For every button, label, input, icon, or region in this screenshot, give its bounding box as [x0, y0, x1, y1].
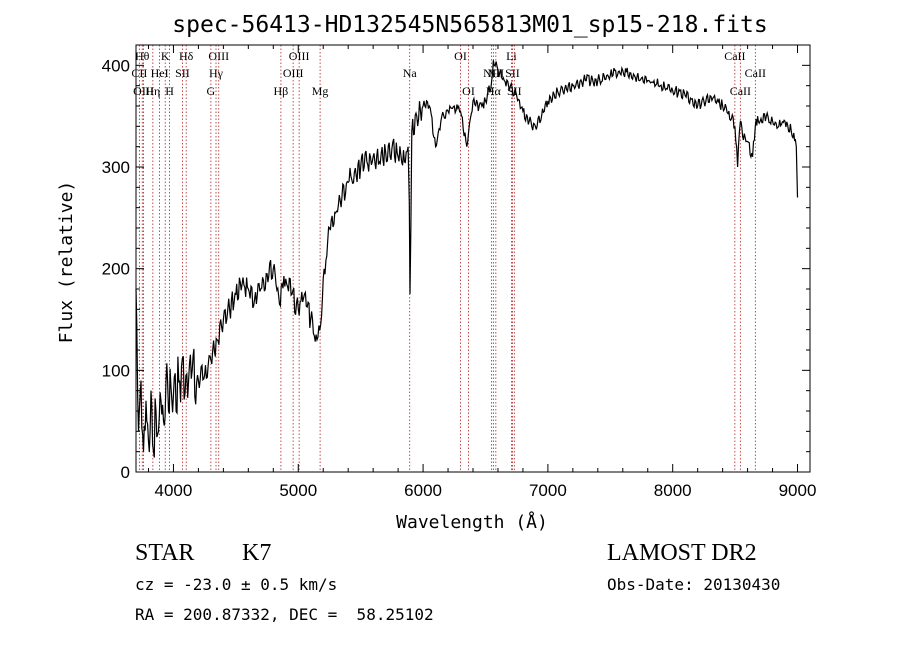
y-axis-label: Flux (relative) — [56, 181, 77, 344]
spectrum-series-line — [135, 60, 799, 458]
x-axis-label: Wavelength (Å) — [396, 511, 548, 533]
y-tick-label: 100 — [102, 361, 130, 380]
spectral-line-label: Hβ — [274, 84, 289, 98]
spectral-line-label: Hθ — [135, 49, 150, 63]
spectral-line-label: Mg — [312, 84, 329, 98]
spectral-line-label: OIII — [283, 66, 304, 80]
spectral-line-label: HeI — [151, 66, 169, 80]
y-tick-label: 300 — [102, 158, 130, 177]
spectral-line-label: OI — [454, 49, 467, 63]
spectral-line-label: OIII — [133, 84, 154, 98]
y-tick-label: 0 — [121, 463, 130, 482]
spectral-line-label: Na — [403, 66, 418, 80]
spectral-line-label: CaII — [724, 49, 745, 63]
y-tick-label: 400 — [102, 56, 130, 75]
spectral-line-label: H — [165, 84, 174, 98]
spectral-line-label: OIII — [289, 49, 310, 63]
x-tick-label: 8000 — [654, 481, 692, 500]
spectral-line-label: CaII — [745, 66, 766, 80]
spectral-line-label: SII — [505, 66, 520, 80]
chart-title: spec-56413-HD132545N565813M01_sp15-218.f… — [172, 12, 767, 38]
spectral-line-label: Li — [506, 49, 517, 63]
x-tick-label: 9000 — [779, 481, 817, 500]
spectral-line-label: SII — [175, 66, 190, 80]
spectral-line-label: CaII — [730, 84, 751, 98]
spectral-line-label: Hη — [145, 84, 160, 98]
spectral-line-label: G — [207, 84, 216, 98]
spectral-line-label: NII — [483, 66, 500, 80]
x-axis-ticks: 4000 5000 6000 7000 8000 9000 — [147, 45, 817, 500]
spectral-line-label: OIII — [208, 49, 229, 63]
spectral-subclass: K7 — [242, 540, 272, 566]
x-tick-label: 4000 — [155, 481, 193, 500]
y-tick-label: 200 — [102, 260, 130, 279]
spectral-line-label: CII — [131, 66, 147, 80]
spectral-line-labels: CIIHθOIIIHηHeIKHSIIHδGHγOIIIHβOIIIOIIIMg… — [131, 49, 766, 98]
plot-frame — [135, 44, 811, 473]
x-tick-label: 6000 — [404, 481, 442, 500]
spectral-line-label: Hδ — [179, 49, 194, 63]
x-tick-label: 7000 — [529, 481, 567, 500]
survey-name: LAMOST DR2 — [607, 540, 757, 566]
spectral-line-label: OI — [462, 84, 475, 98]
coordinates-text: RA = 200.87332, DEC = 58.25102 — [135, 605, 434, 624]
spectral-line-label: K — [161, 49, 170, 63]
spectral-line-label: Hγ — [209, 66, 224, 80]
x-tick-label: 5000 — [279, 481, 317, 500]
observation-date: Obs-Date: 20130430 — [607, 575, 781, 594]
object-class: STAR — [135, 540, 195, 566]
y-axis-ticks: 0 100 200 300 400 — [102, 44, 810, 482]
spectral-line-markers — [138, 45, 756, 472]
redshift-text: cz = -23.0 ± 0.5 km/s — [135, 575, 338, 594]
